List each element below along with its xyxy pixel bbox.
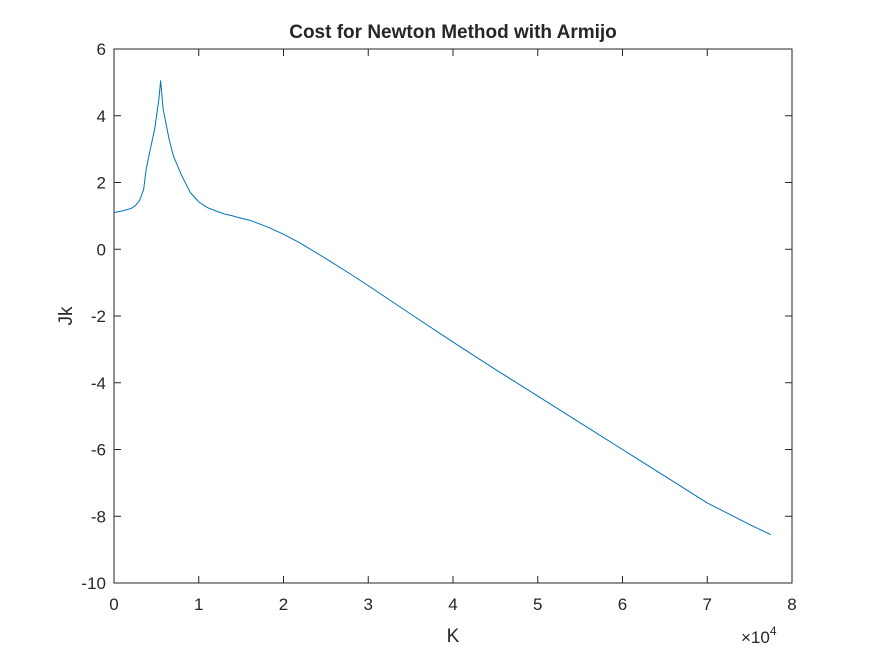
x-exponent-power: 4 <box>770 624 777 638</box>
axes-box <box>113 48 793 584</box>
x-axis-label: K <box>447 626 460 647</box>
chart-title: Cost for Newton Method with Armijo <box>289 22 617 43</box>
x-tick-label: 1 <box>194 595 203 614</box>
y-tick-label: -4 <box>91 374 106 393</box>
plot-area: 0 1 2 3 4 5 6 7 8 6 4 2 0 -2 -4 -6 -8 -10 <box>81 40 796 614</box>
y-tick-label: -6 <box>91 441 106 460</box>
y-tick-label: -8 <box>91 507 106 526</box>
y-tick-label: 0 <box>97 240 106 259</box>
x-axis-exponent-label: ×104 <box>741 624 777 647</box>
x-tick-label: 6 <box>618 595 627 614</box>
y-tick-label: 6 <box>97 40 106 59</box>
x-axis-ticks: 0 1 2 3 4 5 6 7 8 <box>109 49 797 614</box>
x-tick-label: 4 <box>448 595 457 614</box>
x-tick-label: 7 <box>703 595 712 614</box>
x-tick-label: 0 <box>109 595 118 614</box>
x-exponent-prefix: ×10 <box>741 628 770 647</box>
x-tick-label: 3 <box>364 595 373 614</box>
y-axis-ticks: 6 4 2 0 -2 -4 -6 -8 -10 <box>81 40 792 593</box>
x-tick-label: 2 <box>279 595 288 614</box>
x-tick-label: 8 <box>787 595 796 614</box>
y-tick-label: 2 <box>97 174 106 193</box>
x-tick-label: 5 <box>533 595 542 614</box>
y-tick-label: 4 <box>97 107 106 126</box>
series-line <box>113 80 772 536</box>
y-tick-label: -10 <box>81 574 106 593</box>
y-axis-label: Jk <box>56 306 77 326</box>
y-tick-label: -2 <box>91 307 106 326</box>
